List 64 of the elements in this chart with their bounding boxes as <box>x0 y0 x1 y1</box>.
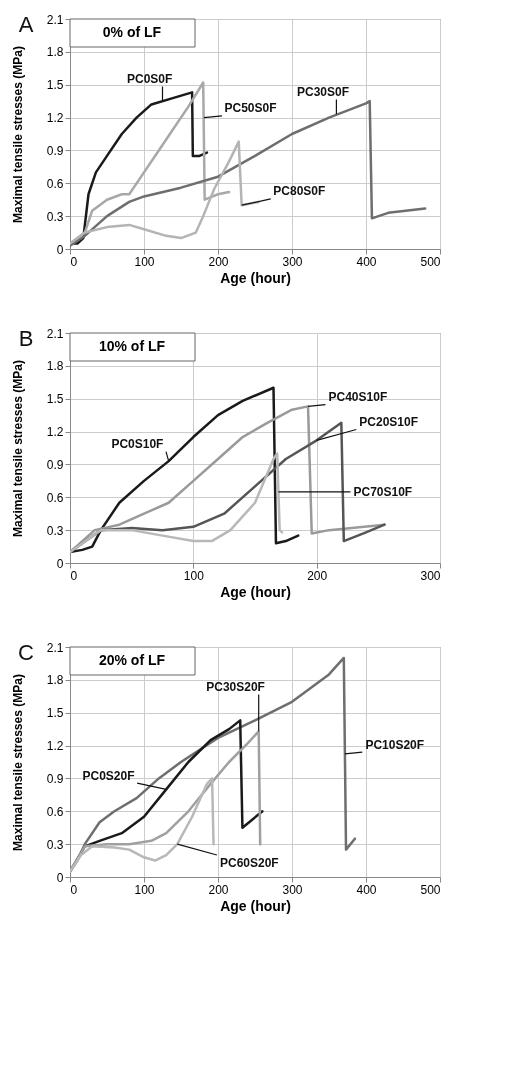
y-tick-label: 1.8 <box>46 359 64 374</box>
x-tick-label: 500 <box>420 882 441 897</box>
x-tick-label: 200 <box>208 254 229 269</box>
x-tick-label: 500 <box>420 254 441 269</box>
y-tick-label: 0.6 <box>46 490 64 505</box>
x-tick-label: 100 <box>134 882 155 897</box>
y-tick-label: 2.1 <box>46 640 64 655</box>
text: C <box>18 640 35 665</box>
y-tick-label: 0.3 <box>46 523 64 538</box>
annotation: PC30S20F <box>206 679 265 694</box>
x-axis-title: Age (hour) <box>220 583 291 600</box>
annotation: PC70S10F <box>353 484 413 499</box>
annotation: PC30S0F <box>297 85 350 100</box>
y-tick-label: 1.5 <box>46 78 64 93</box>
x-tick-label: 400 <box>356 882 377 897</box>
chart-title: 20% of LF <box>98 652 166 668</box>
text: B <box>18 326 34 351</box>
y-tick-label: 0 <box>56 870 64 885</box>
annotation: PC0S0F <box>127 71 173 86</box>
annotation: PC40S10F <box>328 390 388 405</box>
y-tick-label: 0.9 <box>46 457 64 472</box>
chart-title: 10% of LF <box>98 338 166 354</box>
x-tick-label: 300 <box>420 568 441 583</box>
y-tick-label: 0.9 <box>46 771 64 786</box>
x-tick-label: 0 <box>70 882 78 897</box>
y-tick-label: 1.8 <box>46 45 64 60</box>
annotation: PC20S10F <box>359 414 419 429</box>
y-tick-label: 0.6 <box>46 176 64 191</box>
annotation: PC0S20F <box>82 768 135 783</box>
y-tick-label: 0 <box>56 556 64 571</box>
annotation: PC0S10F <box>111 437 164 452</box>
y-tick-label: 2.1 <box>46 326 64 341</box>
y-tick-label: 0.3 <box>46 837 64 852</box>
y-tick-label: 2.1 <box>46 12 64 27</box>
x-tick-label: 100 <box>183 568 205 583</box>
x-tick-label: 0 <box>70 568 78 583</box>
chart-title: 0% of LF <box>102 24 162 40</box>
y-tick-label: 1.2 <box>46 425 64 440</box>
y-tick-label: 1.5 <box>46 392 64 407</box>
annotation: PC10S20F <box>365 737 425 752</box>
y-tick-label: 1.8 <box>46 673 64 688</box>
x-tick-label: 0 <box>70 254 78 269</box>
x-tick-label: 300 <box>282 254 303 269</box>
y-axis-title: Maximal tensile stresses (MPa) <box>10 360 25 537</box>
x-tick-label: 100 <box>134 254 155 269</box>
x-axis-title: Age (hour) <box>220 897 291 914</box>
y-tick-label: 1.2 <box>46 111 64 126</box>
y-tick-label: 0.9 <box>46 143 64 158</box>
x-tick-label: 300 <box>282 882 303 897</box>
x-tick-label: 200 <box>307 568 328 583</box>
y-axis-title: Maximal tensile stresses (MPa) <box>10 674 25 851</box>
annotation: PC50S0F <box>224 101 277 116</box>
y-tick-label: 0.6 <box>46 804 64 819</box>
y-tick-label: 0.3 <box>46 209 64 224</box>
y-axis-title: Maximal tensile stresses (MPa) <box>10 46 25 223</box>
y-tick-label: 1.2 <box>46 739 64 754</box>
annotation: PC80S0F <box>273 184 326 199</box>
text: A <box>18 12 34 37</box>
y-tick-label: 1.5 <box>46 706 64 721</box>
x-tick-label: 200 <box>208 882 229 897</box>
x-axis-title: Age (hour) <box>220 269 291 286</box>
x-tick-label: 400 <box>356 254 377 269</box>
y-tick-label: 0 <box>56 242 64 257</box>
annotation: PC60S20F <box>219 855 279 870</box>
